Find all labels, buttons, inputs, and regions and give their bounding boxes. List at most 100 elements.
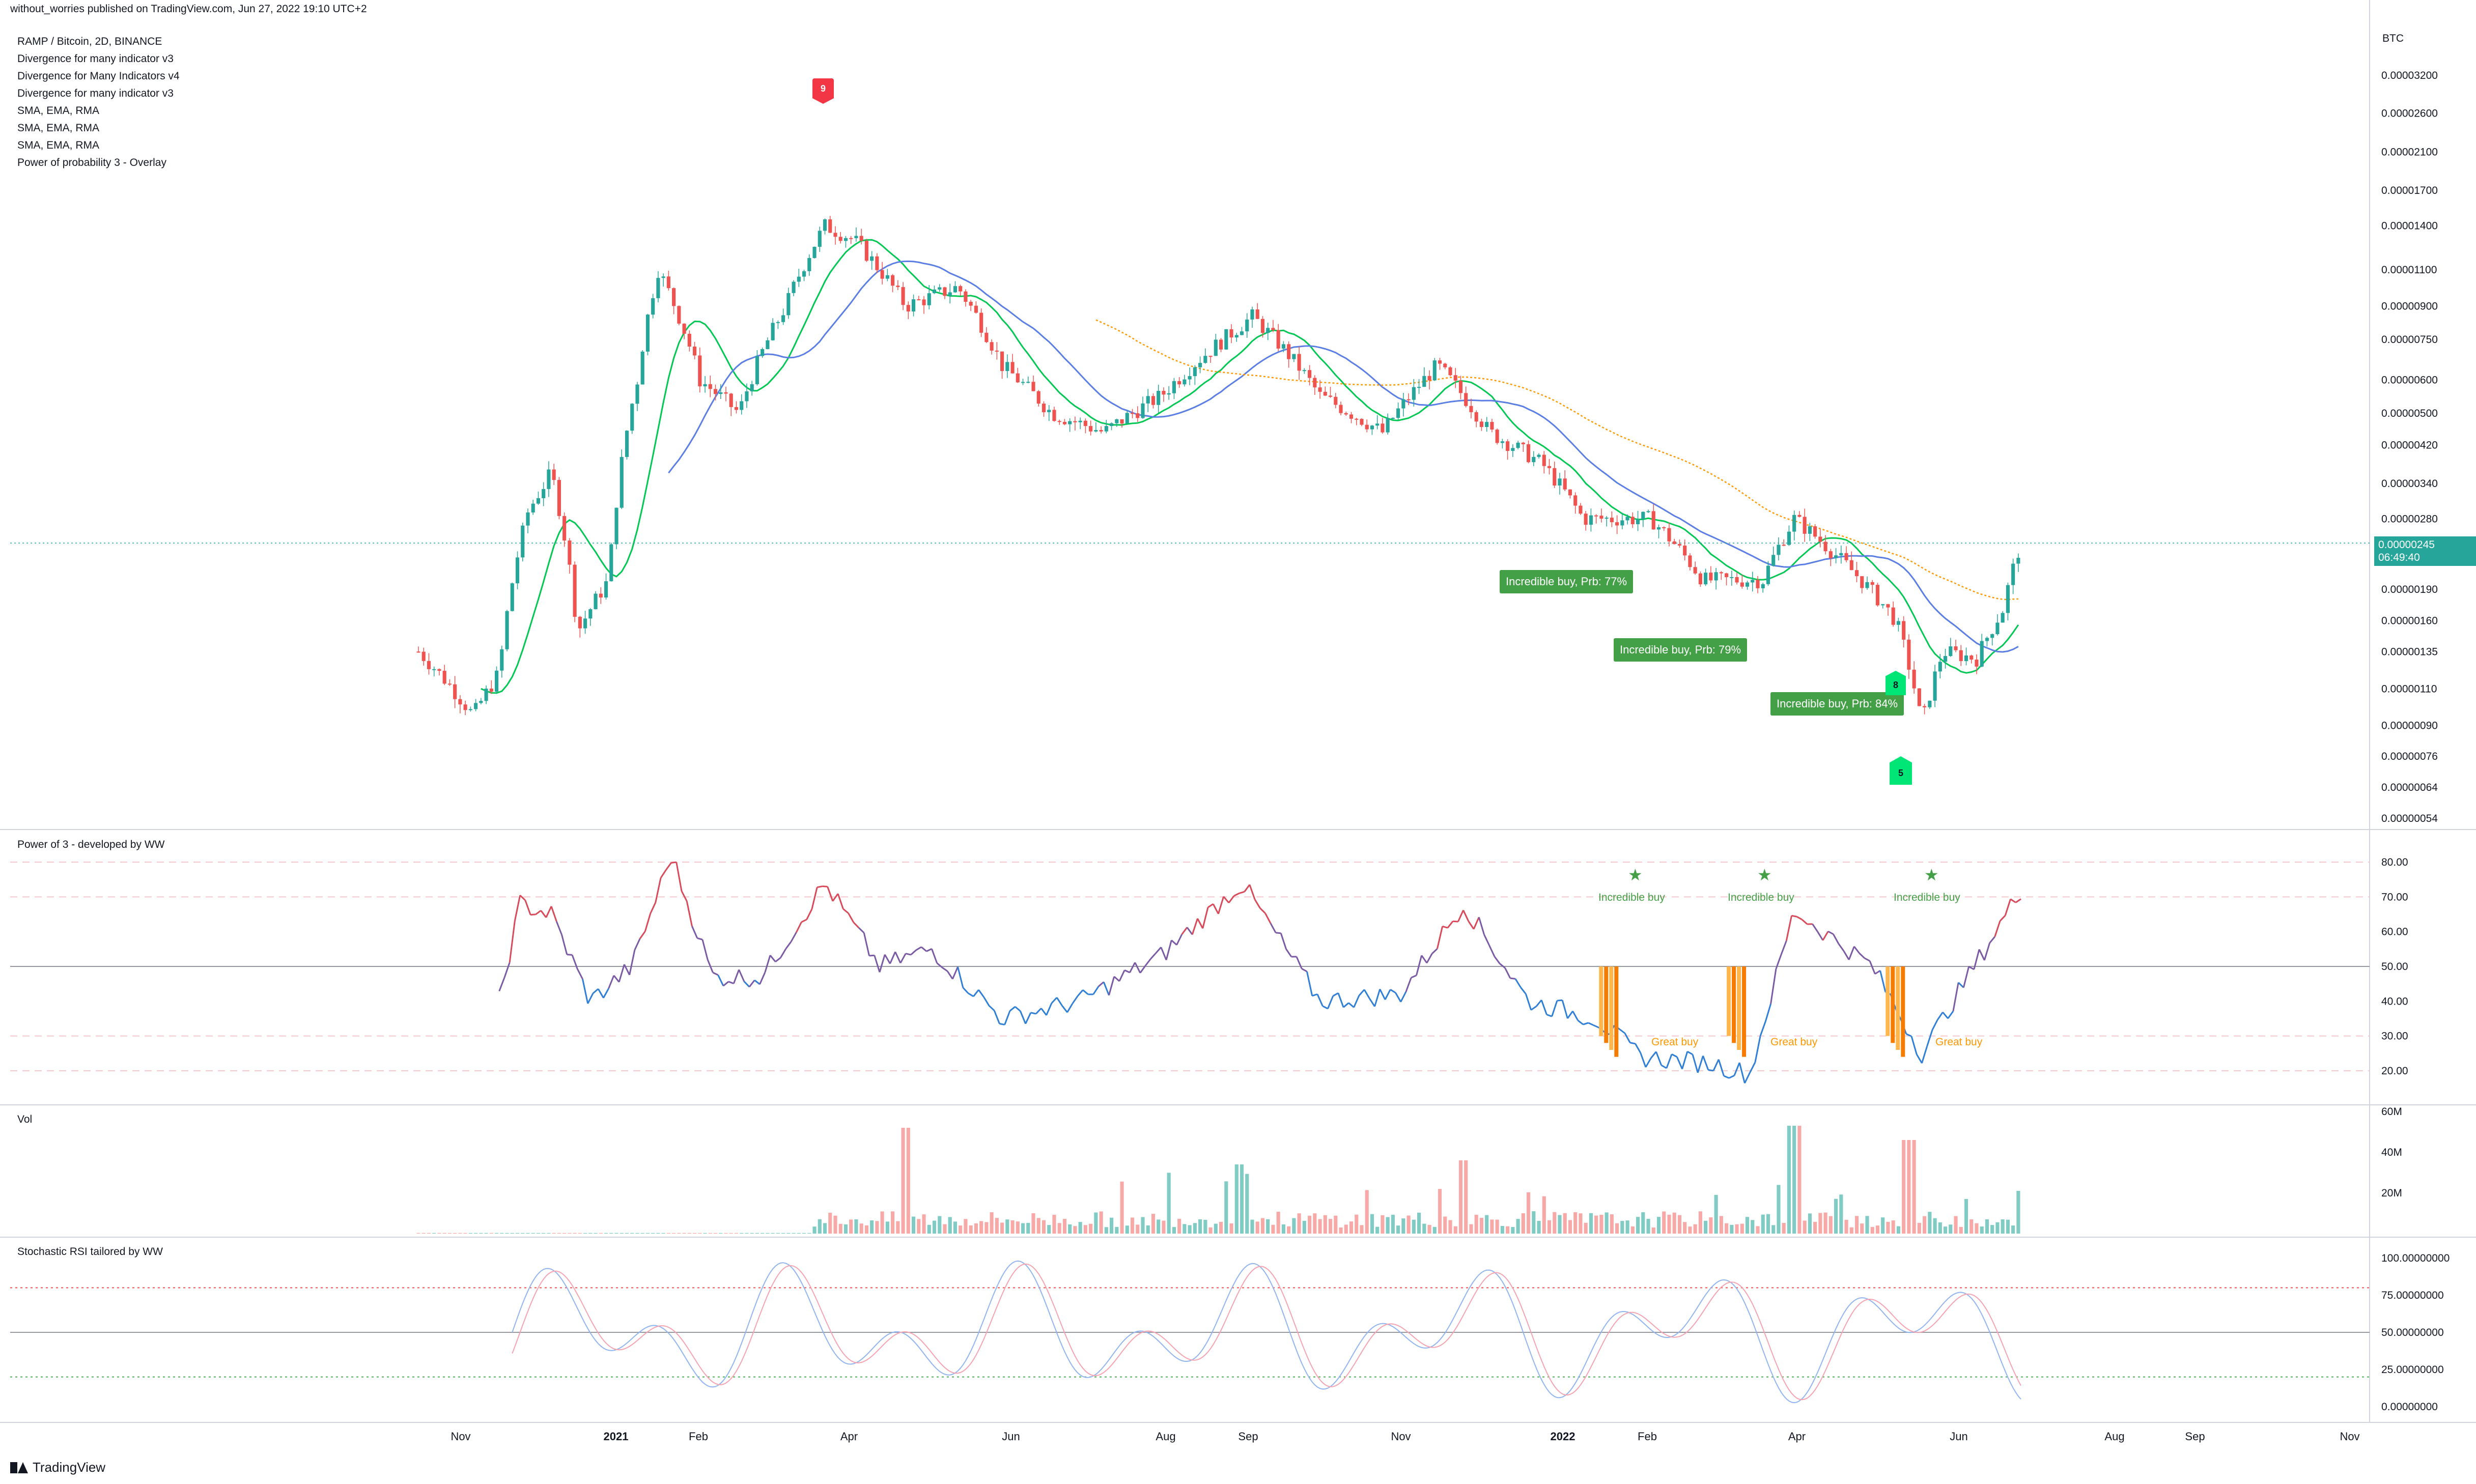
candle-body: [1985, 638, 1989, 641]
legend-indicator[interactable]: Divergence for Many Indicators v4: [17, 70, 180, 82]
power-line-segment: [931, 948, 938, 963]
volume-bar: [547, 1233, 551, 1234]
volume-bar: [885, 1221, 889, 1234]
candle-body: [1547, 466, 1552, 468]
volume-bar: [1120, 1181, 1124, 1234]
power-line-segment: [691, 926, 698, 938]
candle-body: [792, 281, 796, 293]
legend-indicator[interactable]: SMA, EMA, RMA: [17, 139, 100, 151]
candle-body: [479, 701, 483, 703]
volume-bar: [1771, 1225, 1776, 1234]
volume-bar: [1584, 1222, 1588, 1234]
power-line-segment: [1426, 953, 1433, 963]
volume-bar: [781, 1233, 785, 1234]
volume-bar: [802, 1233, 806, 1234]
power-line-segment: [957, 966, 964, 988]
volume-bar: [1594, 1215, 1598, 1234]
price-axis-tick: 0.00000110: [2381, 683, 2437, 695]
volume-bar: [698, 1233, 702, 1234]
power-histogram-bar: [1727, 966, 1731, 1036]
power-line-segment: [848, 912, 855, 923]
candle-body: [1964, 655, 1968, 662]
legend-indicator[interactable]: Power of probability 3 - Overlay: [17, 157, 166, 168]
volume-bar: [427, 1233, 431, 1234]
footer-brand[interactable]: TradingView: [10, 1460, 105, 1475]
power-line-segment: [1936, 1012, 1944, 1020]
power-line-segment: [1947, 1011, 1954, 1019]
power-line-segment: [1879, 970, 1887, 992]
power-line-segment: [1239, 891, 1245, 894]
power-line-segment: [1796, 916, 1803, 921]
legend-indicator[interactable]: SMA, EMA, RMA: [17, 105, 100, 117]
volume-bar: [614, 1233, 618, 1234]
volume-bar: [2001, 1219, 2005, 1234]
power-line-segment: [1551, 1000, 1558, 1017]
candle-body: [1730, 577, 1734, 578]
volume-bar: [1422, 1223, 1426, 1234]
volume-bar: [562, 1233, 567, 1234]
candle-body: [802, 271, 806, 277]
volume-bar: [640, 1233, 644, 1234]
time-axis-label: Nov: [2340, 1430, 2359, 1443]
candle-body: [1875, 585, 1880, 606]
candle-body: [880, 270, 884, 279]
power-line-segment: [1098, 981, 1105, 987]
volume-bar: [1704, 1220, 1708, 1234]
volume-bar: [620, 1233, 624, 1234]
power-line-segment: [1212, 903, 1219, 915]
volume-bar: [578, 1233, 582, 1234]
candle-body: [1104, 426, 1108, 432]
power-line-segment: [1202, 907, 1209, 929]
volume-bar: [1959, 1226, 1963, 1234]
candle-body: [740, 401, 744, 410]
power-line-segment: [1583, 1022, 1589, 1025]
power-line-segment: [582, 979, 589, 1004]
candle-body: [468, 709, 472, 710]
time-axis-label: Apr: [1788, 1430, 1806, 1443]
power-histogram-bar: [1896, 966, 1900, 1050]
volume-bar: [1995, 1222, 2000, 1234]
price-axis-tick: 0.00000280: [2381, 513, 2438, 525]
candle-body: [1907, 639, 1911, 670]
candle-body: [484, 689, 488, 701]
power-line-segment: [592, 988, 599, 994]
candle-body: [1646, 511, 1650, 512]
incredible-buy-label: Incredible buy: [1894, 892, 1960, 903]
power-line-segment: [1557, 999, 1563, 1002]
candle-body: [588, 609, 593, 619]
volume-bar: [1167, 1173, 1171, 1234]
volume-bar: [583, 1233, 587, 1234]
candle-body: [1386, 418, 1390, 433]
candle-body: [1912, 669, 1916, 689]
candle-body: [812, 246, 817, 258]
legend-indicator[interactable]: SMA, EMA, RMA: [17, 122, 100, 134]
power-line-segment: [2010, 898, 2016, 903]
power-line-segment: [1510, 977, 1516, 980]
power-line-segment: [1640, 1052, 1647, 1068]
power-line-segment: [993, 1010, 1000, 1024]
volume-bar: [1558, 1215, 1562, 1234]
volume-bar: [1839, 1194, 1843, 1234]
volume-bar: [1026, 1222, 1030, 1234]
legend-indicator[interactable]: Divergence for many indicator v3: [17, 88, 174, 99]
volume-bar: [1735, 1224, 1739, 1234]
volume-bar: [1250, 1219, 1254, 1234]
candle-body: [917, 299, 921, 301]
volume-bar: [1255, 1221, 1259, 1234]
power-line-segment: [1327, 995, 1334, 1009]
candle-body: [432, 669, 436, 670]
legend-symbol[interactable]: RAMP / Bitcoin, 2D, BINANCE: [17, 36, 162, 47]
candle-body: [828, 219, 832, 233]
volume-bar: [713, 1233, 718, 1234]
legend-indicator[interactable]: Divergence for many indicator v3: [17, 53, 174, 65]
power-line-segment: [769, 955, 776, 962]
volume-bar: [1641, 1212, 1645, 1234]
candle-body: [969, 302, 973, 306]
volume-bar: [771, 1233, 775, 1234]
power-line-segment: [1072, 995, 1079, 1004]
power-line-segment: [1650, 1051, 1657, 1059]
volume-bar: [1740, 1223, 1744, 1234]
candle-body: [1625, 517, 1629, 521]
candle-body: [1949, 646, 1953, 657]
